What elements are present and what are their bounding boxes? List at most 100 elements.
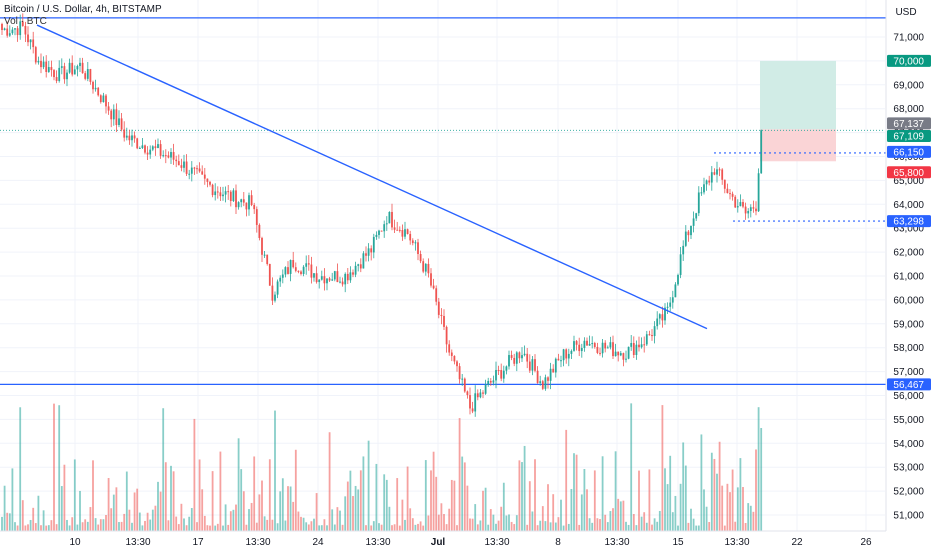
volume-bar [300,516,302,531]
stop-zone[interactable] [760,129,836,162]
candle-body [42,61,45,68]
candle-body [112,109,115,120]
volume-bar [508,514,510,531]
candle-body [300,271,302,274]
volume-bar [539,520,542,531]
candle-body [695,213,698,219]
volume-bar [149,519,152,531]
volume-bar [167,520,170,531]
price-axis-bg [886,0,932,550]
volume-bar [66,519,68,531]
time-tick-label: 13:30 [604,537,629,548]
candle-body [445,326,448,345]
candle-body [60,66,63,68]
candle-body [458,366,461,380]
candle-body [578,344,581,352]
volume-bar [159,491,162,531]
candle-body [115,109,118,126]
candle-body [404,229,406,237]
volume-bar [708,522,711,531]
candle-body [739,202,742,207]
candle-body [92,81,94,90]
candle-body [167,155,170,158]
candle-body [34,47,37,63]
candle-body [749,207,752,212]
volume-bar [502,482,505,531]
volume-bar [40,525,42,531]
candle-body [666,306,669,308]
candle-body [510,355,513,358]
candle-body [632,343,635,355]
candle-body [614,351,617,357]
candle-body [742,202,744,207]
candle-body [406,229,409,234]
candle-body [196,168,198,170]
descending-trendline[interactable] [36,24,708,330]
volume-bar [401,499,404,531]
candle-body [248,195,250,210]
candle-body [341,281,344,285]
volume-bar [723,525,726,531]
volume-bar [27,524,29,531]
volume-bar [333,524,336,531]
candle-body [216,191,219,193]
volume-bar [547,484,549,531]
volume-bar [635,525,638,531]
time-axis-bg [0,531,932,550]
volume-bar [500,506,503,531]
dotted-levels[interactable] [714,152,886,222]
candle-body [409,233,412,241]
price-tick-label: 56,000 [893,391,924,402]
candle-body [170,152,172,158]
volume-bar [248,509,250,531]
candle-body [63,66,66,80]
candle-body [705,180,708,185]
candle-body [328,278,331,281]
volume-bar [476,524,479,531]
target-zone[interactable] [760,60,836,130]
price-tick-label: 59,000 [893,319,924,330]
candle-body [453,355,456,362]
volume-bar [16,525,19,531]
volume-bar [695,525,698,531]
volume-bar [354,485,357,531]
candle-body [427,263,430,274]
candle-body [580,347,583,352]
volume-bar [632,514,635,531]
volume-bar [677,525,679,531]
candle-body [716,169,718,175]
volume-bar [58,405,61,531]
volume-bar [666,484,669,531]
volume-bar [549,522,552,531]
volume-bar [604,514,607,531]
volume-bar [263,516,266,531]
volume-bar [385,479,388,531]
horizontal-lines[interactable] [0,17,886,385]
volume-bar [289,486,292,531]
candle-body [323,276,326,284]
volume-bar [463,462,466,531]
candle-body [521,355,523,359]
candle-body [596,346,599,353]
volume-bar [510,521,513,531]
volume-bar [682,442,685,531]
volume-bar [29,519,32,531]
volume-bar [487,524,490,531]
position-zones[interactable] [760,60,836,162]
volume-bar [55,524,58,531]
symbol-title[interactable]: Bitcoin / U.S. Dollar, 4h, BITSTAMP [4,4,162,15]
price-tick-label: 54,000 [893,439,924,450]
trendline[interactable] [36,24,708,330]
volume-bar [92,460,94,531]
candle-body [718,169,721,171]
candle-body [656,318,659,327]
candle-body [378,230,380,235]
volume-bar [466,485,469,531]
price-tag-label: 67,109 [893,131,924,142]
volume-bar [318,525,321,531]
volume-bar [391,525,393,531]
candle-body [391,211,393,228]
candle-body [268,263,271,286]
volume-bar [497,520,500,531]
